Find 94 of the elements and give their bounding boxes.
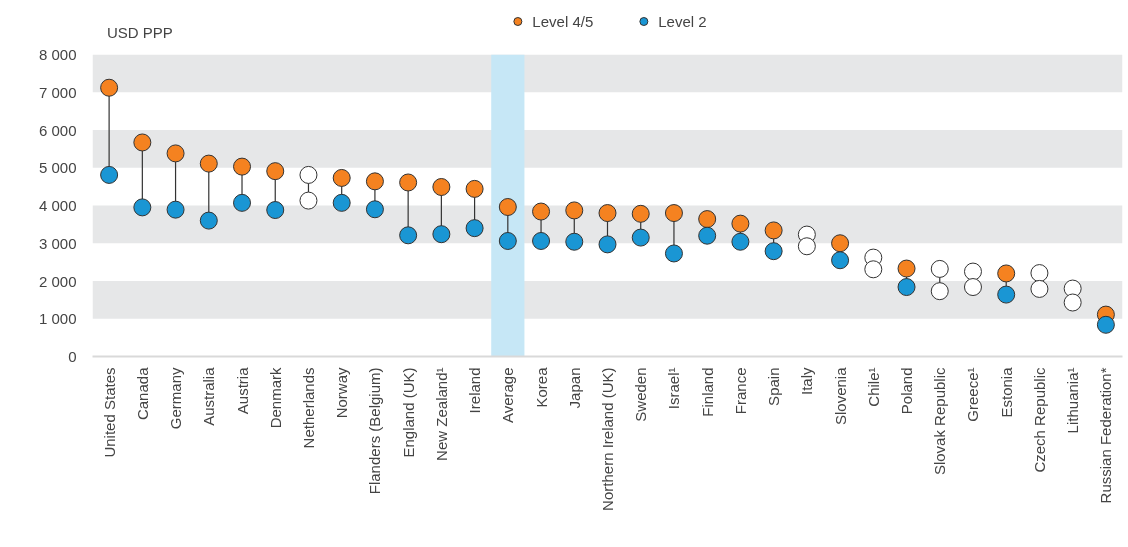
point [432, 178, 451, 196]
x-tick-label: Greece¹ [964, 367, 982, 422]
x-tick-label: Finland [698, 367, 716, 417]
y-tick-label: 4 000 [38, 197, 77, 214]
x-tick-label: Denmark [266, 367, 284, 429]
point [664, 204, 683, 223]
x-tick-label: Poland [898, 367, 916, 415]
point [399, 226, 418, 245]
point [731, 232, 750, 251]
point [233, 157, 252, 176]
x-tick-label: Norway [333, 367, 351, 419]
point [997, 285, 1016, 304]
point [199, 154, 218, 173]
y-tick-label: 2 000 [38, 272, 77, 290]
x-tick-label: Slovak Republic [931, 367, 949, 476]
y-tick-label: 8 000 [38, 46, 77, 63]
x-tick-label: Spain [765, 367, 783, 406]
x-tick-label: New Zealand¹ [432, 367, 450, 461]
point [631, 204, 650, 223]
y-axis-title: USD PPP [107, 23, 173, 41]
point [399, 173, 418, 192]
x-tick-label: Ireland [466, 367, 484, 414]
x-tick-label: Chile¹ [864, 367, 882, 407]
x-tick-label: France [731, 367, 749, 415]
x-tick-label: Estonia [997, 366, 1015, 418]
point [332, 168, 351, 187]
point [166, 200, 185, 219]
point [1096, 315, 1115, 334]
x-tick-label: Lithuania¹ [1064, 367, 1082, 434]
y-tick-label: 5 000 [38, 159, 77, 177]
point [365, 200, 384, 219]
x-tick-label: Sweden [632, 367, 650, 422]
point [1030, 279, 1049, 298]
legend-label: Level 4/5 [532, 12, 594, 30]
point [565, 201, 584, 220]
x-tick-label: Australia [200, 366, 218, 426]
point [199, 211, 218, 230]
point [664, 244, 683, 263]
point [598, 235, 617, 254]
point [698, 210, 717, 229]
x-tick-label: Netherlands [299, 367, 317, 449]
x-tick-label: Italy [798, 367, 816, 396]
y-tick-label: 1 000 [38, 310, 77, 328]
y-tick-label: 3 000 [38, 234, 77, 252]
point [897, 259, 916, 278]
x-tick-label: Israel¹ [665, 367, 683, 410]
point [897, 278, 916, 297]
point [532, 232, 551, 250]
point [266, 201, 285, 220]
point [997, 264, 1016, 283]
point [166, 144, 185, 163]
y-tick-label: 6 000 [38, 121, 77, 139]
point [963, 278, 982, 297]
point [133, 198, 152, 217]
point [764, 242, 783, 261]
point [1063, 293, 1082, 312]
point [365, 172, 384, 191]
point [498, 232, 517, 250]
point [100, 78, 119, 97]
point [332, 193, 351, 212]
x-tick-label: Canada [133, 366, 151, 421]
x-tick-label: United States [100, 367, 118, 458]
point [631, 228, 650, 247]
y-tick-label: 7 000 [38, 83, 77, 101]
point [432, 225, 451, 244]
point [831, 251, 850, 270]
x-tick-label: Czech Republic [1030, 367, 1048, 473]
point [266, 162, 285, 181]
point [532, 202, 551, 221]
point [465, 179, 484, 198]
y-tick-label: 0 [68, 348, 77, 365]
point [930, 282, 949, 301]
x-tick-label: Slovenia [831, 366, 849, 426]
point [764, 221, 783, 240]
point [233, 193, 252, 212]
x-tick-label: Korea [532, 366, 550, 408]
point [731, 214, 750, 233]
x-tick-label: Germany [167, 367, 185, 430]
point [498, 198, 517, 216]
x-tick-label: Average [499, 367, 517, 424]
point [465, 219, 484, 238]
x-tick-label: England (UK) [399, 367, 417, 458]
point [598, 204, 617, 223]
x-tick-label: Northern Ireland (UK) [599, 367, 616, 511]
x-tick-label: Japan [565, 367, 583, 409]
point [100, 165, 119, 184]
point [698, 226, 717, 245]
point [133, 133, 152, 152]
x-tick-label: Austria [233, 366, 251, 415]
point [831, 234, 850, 253]
legend-label: Level 2 [658, 12, 707, 30]
point [565, 232, 584, 251]
x-tick-label: Flanders (Belgium) [366, 367, 384, 495]
x-tick-label: Russian Federation* [1097, 367, 1115, 504]
